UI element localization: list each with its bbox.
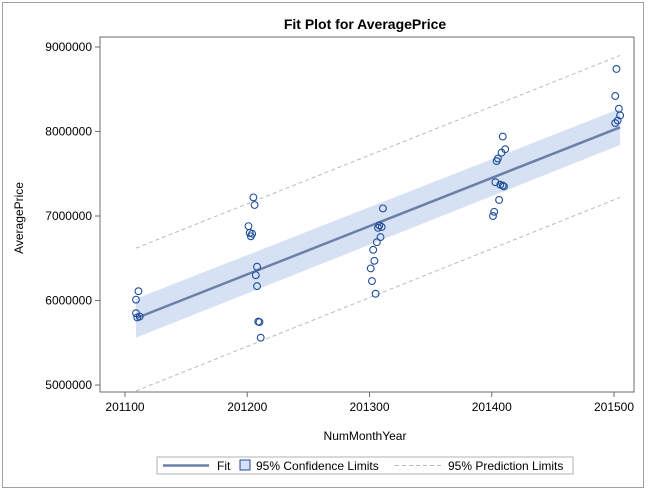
data-point: [371, 289, 380, 298]
data-point: [370, 256, 379, 265]
data-point: [490, 207, 499, 216]
chart-svg: Fit Plot for AveragePrice 201100 201200 20…: [12, 16, 635, 475]
legend-box: [156, 456, 574, 475]
data-point: [378, 204, 387, 213]
data-point: [498, 181, 507, 190]
axes: 201100 201200 201300 201400 201500 5000000 600…: [45, 36, 635, 414]
data-point: [611, 119, 620, 128]
data-point: [491, 178, 500, 187]
data-point: [376, 233, 385, 242]
x-tick-label: 201500: [594, 400, 634, 414]
legend-confidence-label: 95% Confidence Limits: [256, 459, 379, 473]
y-tick-label: 7000000: [45, 209, 92, 223]
plot-area: [100, 37, 634, 392]
y-tick-label: 6000000: [45, 294, 92, 308]
data-point: [366, 264, 375, 273]
data-point: [498, 132, 507, 141]
x-tick-label: 201200: [227, 400, 267, 414]
data-point: [613, 116, 622, 125]
data-point: [611, 92, 620, 100]
data-point: [493, 154, 502, 163]
data-point: [253, 262, 261, 271]
data-point: [489, 212, 497, 220]
data-point: [377, 223, 386, 231]
fit-line: [135, 126, 621, 320]
data-point: [135, 312, 144, 321]
x-tick-label: 201100: [105, 400, 144, 414]
prediction-lower-line: [135, 196, 621, 392]
data-point: [134, 287, 143, 296]
data-point: [500, 182, 508, 191]
data-point: [251, 271, 260, 280]
legend-fit-label: Fit: [217, 459, 231, 473]
data-point: [495, 195, 504, 204]
data-point: [369, 245, 378, 254]
data-point: [501, 145, 510, 154]
data-point: [367, 277, 376, 286]
y-tick-label: 5000000: [45, 378, 92, 392]
y-axis-label: AveragePrice: [12, 182, 26, 254]
x-tick-label: 201400: [472, 400, 512, 414]
data-point: [256, 333, 265, 342]
data-point: [375, 221, 384, 230]
y-tick-label: 8000000: [45, 125, 92, 139]
x-axis-label: NumMonthYear: [324, 429, 407, 443]
chart-title: Fit Plot for AveragePrice: [284, 16, 447, 32]
legend-prediction-label: 95% Prediction Limits: [448, 459, 563, 473]
prediction-upper-line: [135, 54, 621, 249]
x-tick-label: 201300: [349, 400, 389, 414]
legend-confidence-swatch: [239, 459, 251, 471]
data-point: [249, 193, 258, 202]
data-point: [616, 111, 625, 120]
data-point: [250, 201, 259, 209]
data-point: [253, 282, 261, 291]
data-point: [255, 318, 264, 326]
data-point: [248, 229, 257, 238]
plot-frame: [99, 36, 635, 393]
y-tick-label: 9000000: [45, 40, 92, 54]
data-point: [372, 238, 381, 247]
legend: Fit 95% Confidence Limits 95% Prediction…: [156, 456, 574, 475]
data-point: [132, 295, 140, 304]
data-point: [612, 65, 621, 73]
